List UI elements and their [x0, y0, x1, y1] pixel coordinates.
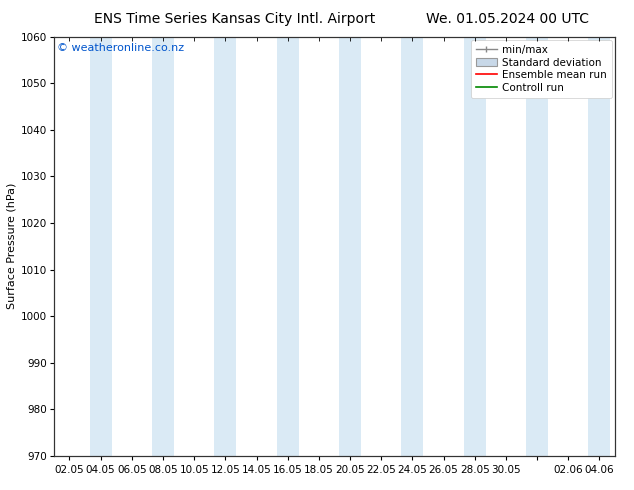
Bar	[588, 37, 611, 456]
Bar	[214, 37, 236, 456]
Bar	[152, 37, 174, 456]
Y-axis label: Surface Pressure (hPa): Surface Pressure (hPa)	[6, 183, 16, 309]
Bar	[277, 37, 299, 456]
Legend: min/max, Standard deviation, Ensemble mean run, Controll run: min/max, Standard deviation, Ensemble me…	[470, 40, 612, 98]
Bar	[526, 37, 548, 456]
Bar	[339, 37, 361, 456]
Text: © weatheronline.co.nz: © weatheronline.co.nz	[56, 43, 184, 53]
Text: ENS Time Series Kansas City Intl. Airport: ENS Time Series Kansas City Intl. Airpor…	[94, 12, 375, 26]
Bar	[401, 37, 424, 456]
Bar	[90, 37, 112, 456]
Bar	[464, 37, 486, 456]
Text: We. 01.05.2024 00 UTC: We. 01.05.2024 00 UTC	[425, 12, 589, 26]
